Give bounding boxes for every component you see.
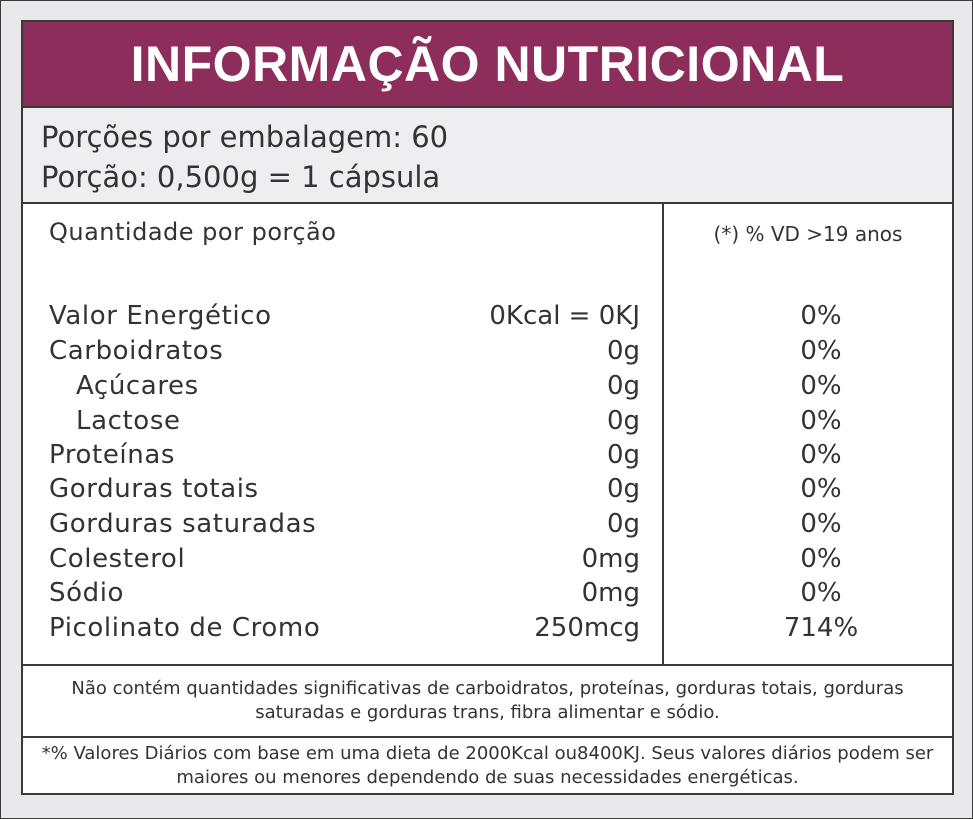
nutrient-vd: 0%: [800, 544, 842, 574]
nutrient-vd: 0%: [800, 406, 842, 436]
column-divider: [662, 204, 664, 664]
table-row: Colesterol 0mg 0%: [23, 544, 952, 578]
table-row: Carboidratos 0g 0%: [23, 336, 952, 370]
portion-info: Porções por embalagem: 60 Porção: 0,500g…: [23, 108, 952, 204]
nutrient-vd: 0%: [800, 440, 842, 470]
nutrient-vd: 0%: [800, 509, 842, 539]
nutrient-name: Açúcares: [76, 371, 199, 401]
serving-size: Porção: 0,500g = 1 cápsula: [41, 160, 441, 194]
nutrient-amount: 0g: [606, 509, 640, 539]
nutrient-amount: 0g: [606, 336, 640, 366]
daily-value-header: (*) % VD >19 anos: [713, 222, 903, 246]
nutrient-amount: 0mg: [581, 544, 640, 574]
nutrient-vd: 0%: [800, 371, 842, 401]
nutrient-amount: 0g: [606, 406, 640, 436]
nutrient-name: Picolinato de Cromo: [49, 613, 321, 643]
nutrient-name: Valor Energético: [49, 301, 272, 331]
nutrition-facts-panel: INFORMAÇÃO NUTRICIONAL Porções por embal…: [21, 20, 954, 795]
nutrient-table: Quantidade por porção (*) % VD >19 anos …: [23, 204, 952, 666]
table-row: Lactose 0g 0%: [23, 406, 952, 440]
nutrient-amount: 0mg: [581, 578, 640, 608]
nutrient-vd: 714%: [783, 613, 859, 643]
nutrient-name: Sódio: [49, 578, 125, 608]
nutrient-name: Lactose: [76, 406, 181, 436]
quantity-header: Quantidade por porção: [49, 218, 337, 246]
table-row: Valor Energético 0Kcal = 0KJ 0%: [23, 301, 952, 335]
nutrient-vd: 0%: [800, 336, 842, 366]
nutrient-amount: 0g: [606, 371, 640, 401]
not-significant-text: Não contém quantidades significativas de…: [71, 678, 904, 723]
nutrient-vd: 0%: [800, 474, 842, 504]
daily-values-footnote: *% Valores Diários com base em uma dieta…: [23, 738, 952, 793]
daily-values-text: *% Valores Diários com base em uma dieta…: [41, 742, 934, 788]
nutrient-amount: 250mcg: [534, 613, 640, 643]
nutrient-name: Gorduras saturadas: [49, 509, 317, 539]
nutrient-name: Carboidratos: [49, 336, 224, 366]
nutrient-amount: 0Kcal = 0KJ: [489, 301, 640, 331]
nutrient-amount: 0g: [606, 474, 640, 504]
not-significant-note: Não contém quantidades significativas de…: [23, 666, 952, 738]
nutrient-name: Gorduras totais: [49, 474, 259, 504]
table-row: Gorduras totais 0g 0%: [23, 474, 952, 508]
table-row: Proteínas 0g 0%: [23, 440, 952, 474]
table-row: Sódio 0mg 0%: [23, 578, 952, 612]
servings-per-package: Porções por embalagem: 60: [41, 120, 449, 154]
table-row: Açúcares 0g 0%: [23, 371, 952, 405]
page-title: INFORMAÇÃO NUTRICIONAL: [130, 36, 845, 92]
nutrient-vd: 0%: [800, 578, 842, 608]
nutrient-vd: 0%: [800, 301, 842, 331]
nutrient-name: Proteínas: [49, 440, 176, 470]
title-banner: INFORMAÇÃO NUTRICIONAL: [23, 22, 952, 108]
nutrient-name: Colesterol: [49, 544, 186, 574]
table-row: Picolinato de Cromo 250mcg 714%: [23, 613, 952, 647]
table-row: Gorduras saturadas 0g 0%: [23, 509, 952, 543]
nutrient-amount: 0g: [606, 440, 640, 470]
